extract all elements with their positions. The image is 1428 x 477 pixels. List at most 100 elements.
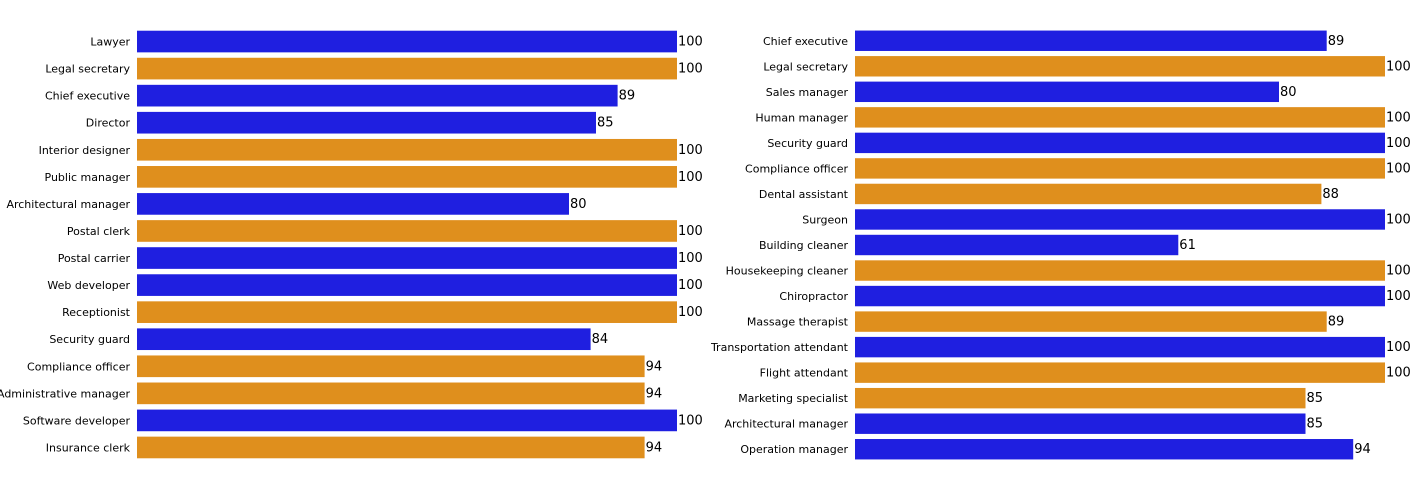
right-data-label-17: 94 bbox=[1354, 442, 1371, 457]
right-bar-16 bbox=[855, 413, 1306, 434]
right-tick-label-10: Housekeeping cleaner bbox=[726, 265, 849, 278]
left-tick-label-4: Director bbox=[86, 117, 131, 130]
left-data-label-9: 100 bbox=[678, 251, 703, 266]
left-tick-label-16: Insurance clerk bbox=[46, 441, 131, 454]
right-bar-13 bbox=[855, 336, 1385, 358]
right-bar-1 bbox=[855, 30, 1327, 51]
right-data-label-12: 89 bbox=[1328, 315, 1345, 330]
left-bar-8 bbox=[137, 220, 677, 242]
right-tick-label-4: Human manager bbox=[755, 111, 848, 124]
left-data-label-15: 100 bbox=[678, 413, 703, 428]
right-data-label-9: 61 bbox=[1179, 238, 1196, 253]
right-bar-5 bbox=[855, 132, 1385, 154]
left-tick-label-13: Compliance officer bbox=[27, 360, 130, 373]
right-bar-6 bbox=[855, 158, 1385, 179]
right-tick-label-3: Sales manager bbox=[766, 86, 849, 99]
right-data-label-16: 85 bbox=[1307, 417, 1324, 432]
right-tick-label-1: Chief executive bbox=[763, 35, 848, 48]
right-bar-10 bbox=[855, 260, 1385, 281]
left-data-label-12: 84 bbox=[592, 332, 609, 347]
left-data-label-1: 100 bbox=[678, 35, 703, 50]
left-data-label-5: 100 bbox=[678, 143, 703, 158]
right-data-label-10: 100 bbox=[1386, 264, 1411, 279]
left-tick-label-15: Software developer bbox=[23, 414, 131, 427]
left-tick-label-5: Interior designer bbox=[39, 144, 131, 157]
right-tick-label-6: Compliance officer bbox=[745, 162, 848, 175]
right-tick-label-14: Flight attendant bbox=[760, 367, 849, 380]
left-tick-label-9: Postal carrier bbox=[58, 252, 131, 265]
right-tick-label-2: Legal secretary bbox=[763, 60, 848, 73]
left-tick-label-10: Web developer bbox=[47, 279, 130, 292]
right-data-label-1: 89 bbox=[1328, 34, 1345, 49]
right-bar-4 bbox=[855, 107, 1385, 128]
right-data-label-15: 85 bbox=[1307, 391, 1324, 406]
left-data-label-3: 89 bbox=[619, 89, 636, 104]
left-data-label-6: 100 bbox=[678, 170, 703, 185]
right-tick-label-11: Chiropractor bbox=[779, 290, 848, 303]
right-bar-15 bbox=[855, 387, 1306, 409]
left-bar-11 bbox=[137, 301, 677, 323]
right-data-label-2: 100 bbox=[1386, 59, 1411, 74]
right-tick-label-9: Building cleaner bbox=[759, 239, 848, 252]
right-data-label-7: 88 bbox=[1322, 187, 1339, 202]
right-tick-label-7: Dental assistant bbox=[759, 188, 849, 201]
right-data-label-6: 100 bbox=[1386, 161, 1411, 176]
left-bar-9 bbox=[137, 247, 677, 269]
left-tick-label-3: Chief executive bbox=[45, 90, 130, 103]
left-bar-5 bbox=[137, 138, 677, 161]
right-tick-label-13: Transportation attendant bbox=[710, 341, 849, 354]
left-bar-4 bbox=[137, 111, 596, 134]
left-data-label-10: 100 bbox=[678, 278, 703, 293]
left-data-label-4: 85 bbox=[597, 116, 614, 131]
left-tick-label-1: Lawyer bbox=[90, 36, 130, 49]
right-bar-12 bbox=[855, 311, 1327, 332]
left-tick-label-12: Security guard bbox=[49, 333, 130, 346]
right-data-label-13: 100 bbox=[1386, 340, 1411, 355]
left-data-label-16: 94 bbox=[646, 440, 663, 455]
left-tick-label-8: Postal clerk bbox=[67, 225, 131, 238]
left-bar-chart: Lawyer 100 Legal secretary 100 Chief executi… bbox=[0, 30, 703, 459]
right-data-label-11: 100 bbox=[1386, 289, 1411, 304]
left-tick-label-6: Public manager bbox=[45, 171, 131, 184]
left-bar-3 bbox=[137, 84, 618, 107]
right-tick-label-17: Operation manager bbox=[740, 443, 848, 456]
left-data-label-2: 100 bbox=[678, 62, 703, 77]
right-bar-11 bbox=[855, 285, 1385, 307]
left-bar-1 bbox=[137, 30, 677, 53]
right-bar-14 bbox=[855, 362, 1385, 383]
left-bar-6 bbox=[137, 166, 677, 188]
left-data-label-11: 100 bbox=[678, 305, 703, 320]
left-tick-label-7: Architectural manager bbox=[6, 198, 130, 211]
right-bar-17 bbox=[855, 439, 1354, 460]
left-bar-7 bbox=[137, 193, 569, 215]
left-bar-15 bbox=[137, 409, 677, 432]
left-tick-label-14: Administrative manager bbox=[0, 387, 130, 400]
right-data-label-5: 100 bbox=[1386, 136, 1411, 151]
right-data-label-3: 80 bbox=[1280, 85, 1297, 100]
left-bar-12 bbox=[137, 328, 591, 351]
left-bar-2 bbox=[137, 57, 677, 80]
right-bar-2 bbox=[855, 56, 1385, 77]
right-bar-chart: Chief executive 89 Legal secretary 100 Sales… bbox=[710, 30, 1411, 460]
left-data-label-8: 100 bbox=[678, 224, 703, 239]
right-bar-8 bbox=[855, 209, 1385, 230]
left-bar-13 bbox=[137, 355, 645, 378]
right-data-label-8: 100 bbox=[1386, 212, 1411, 227]
left-tick-label-2: Legal secretary bbox=[45, 63, 130, 76]
right-bar-7 bbox=[855, 183, 1322, 205]
right-tick-label-15: Marketing specialist bbox=[738, 392, 848, 405]
left-data-label-14: 94 bbox=[646, 386, 663, 401]
right-bar-9 bbox=[855, 234, 1179, 256]
left-bar-14 bbox=[137, 382, 645, 405]
left-tick-label-11: Receptionist bbox=[62, 306, 131, 319]
right-tick-label-16: Architectural manager bbox=[724, 418, 848, 431]
left-data-label-13: 94 bbox=[646, 359, 663, 374]
left-bar-16 bbox=[137, 436, 645, 459]
right-data-label-4: 100 bbox=[1386, 110, 1411, 125]
right-tick-label-8: Surgeon bbox=[802, 213, 848, 226]
right-tick-label-5: Security guard bbox=[767, 137, 848, 150]
right-bar-3 bbox=[855, 81, 1279, 103]
left-bar-10 bbox=[137, 274, 677, 296]
right-tick-label-12: Massage therapist bbox=[747, 316, 849, 329]
